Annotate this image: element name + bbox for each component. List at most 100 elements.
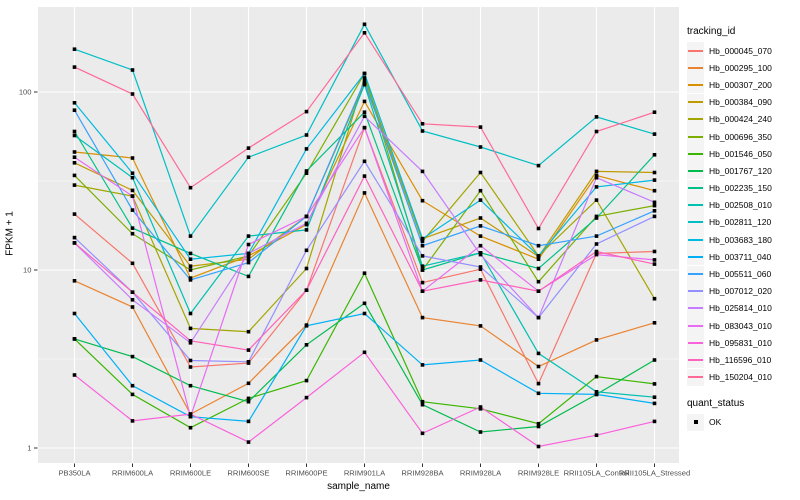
data-point — [188, 251, 193, 256]
data-point — [304, 133, 309, 137]
data-point — [594, 216, 599, 220]
legend-item-Hb_000424_240: Hb_000424_240 — [687, 110, 772, 128]
data-point — [130, 188, 135, 193]
data-point — [478, 145, 483, 149]
data-point — [652, 214, 657, 219]
data-point — [652, 132, 657, 136]
legend-item-Hb_095831_010: Hb_095831_010 — [687, 334, 772, 352]
legend-label: Hb_001767_120 — [709, 165, 772, 176]
data-point — [304, 169, 309, 173]
legend-key-swatch — [687, 145, 704, 163]
legend-item-Hb_116596_010: Hb_116596_010 — [687, 351, 772, 369]
data-point — [130, 298, 135, 302]
data-point — [478, 170, 483, 175]
data-point — [478, 430, 483, 434]
y-axis-title: FPKM + 1 — [4, 211, 16, 256]
legend-key-swatch — [687, 265, 704, 283]
data-point — [304, 221, 309, 226]
x-tick-label: RRIM600PE — [285, 469, 327, 478]
x-tick-label: RRIM928LA — [460, 469, 502, 478]
data-point — [304, 214, 309, 219]
data-point — [478, 252, 483, 257]
data-point — [188, 414, 193, 419]
legend-title-quant-status: quant_status — [687, 397, 745, 409]
data-point — [130, 171, 135, 175]
legend-item-Hb_000295_100: Hb_000295_100 — [687, 59, 772, 77]
legend-label: Hb_002235_150 — [709, 183, 772, 194]
legend-key-swatch — [687, 76, 704, 94]
legend-item-Hb_025814_010: Hb_025814_010 — [687, 299, 772, 317]
legend-item-Hb_002235_150: Hb_002235_150 — [687, 179, 772, 197]
legend-item-Hb_001767_120: Hb_001767_120 — [687, 162, 772, 180]
data-point — [652, 153, 657, 157]
data-point — [72, 173, 77, 178]
legend-items: Hb_000045_070 Hb_000295_100 Hb_000307_200 H… — [687, 42, 772, 386]
data-point — [594, 374, 599, 379]
legend-item-Hb_007012_020: Hb_007012_020 — [687, 282, 772, 300]
data-point — [362, 301, 367, 306]
data-point — [130, 261, 135, 266]
data-point — [594, 173, 599, 178]
legend-label: Hb_002811_120 — [709, 217, 772, 228]
data-point — [362, 159, 367, 164]
legend-item-Hb_001546_050: Hb_001546_050 — [687, 145, 772, 163]
data-point — [72, 337, 77, 341]
data-point — [246, 254, 251, 258]
legend-item-Hb_000307_200: Hb_000307_200 — [687, 76, 772, 94]
legend-key-swatch — [687, 59, 704, 77]
data-point — [478, 267, 483, 271]
x-tick-label: RRIM928BA — [401, 469, 444, 478]
data-point — [652, 188, 657, 193]
data-point — [594, 175, 599, 180]
data-point — [478, 234, 483, 238]
data-point — [420, 236, 425, 241]
legend-label: Hb_000307_200 — [709, 79, 772, 90]
data-point — [72, 47, 77, 51]
data-point — [478, 243, 483, 248]
data-point — [72, 373, 77, 377]
legend-key-swatch — [687, 368, 704, 386]
y-tick-label: 10 — [23, 266, 31, 275]
y-tick-label: 100 — [19, 88, 32, 97]
data-point — [420, 243, 425, 248]
data-point — [536, 243, 541, 248]
legend-item-Hb_150204_010: Hb_150204_010 — [687, 368, 772, 386]
data-point — [362, 311, 367, 316]
data-point — [594, 169, 599, 174]
legend-label: Hb_003711_040 — [709, 251, 772, 262]
data-point — [652, 382, 657, 386]
data-point — [304, 288, 309, 292]
legend-key-swatch — [687, 231, 704, 249]
data-point — [72, 133, 77, 138]
data-point — [420, 129, 425, 133]
data-point — [594, 249, 599, 254]
data-point — [420, 431, 425, 436]
data-point — [420, 363, 425, 367]
data-point — [246, 155, 251, 159]
data-point — [652, 110, 657, 114]
legend-key-swatch — [687, 248, 704, 266]
legend-item-Hb_000696_350: Hb_000696_350 — [687, 128, 772, 146]
data-point — [420, 289, 425, 293]
data-point — [72, 279, 77, 283]
quant-status-label: OK — [709, 417, 722, 428]
data-point — [420, 264, 425, 268]
data-point — [188, 339, 193, 343]
legend-label: Hb_007012_020 — [709, 286, 772, 297]
data-point — [420, 169, 425, 174]
data-point — [304, 343, 309, 347]
data-point — [536, 381, 541, 386]
data-point — [304, 147, 309, 151]
data-point — [188, 264, 193, 268]
data-point — [652, 203, 657, 208]
data-point — [594, 185, 599, 189]
legend-item-Hb_000045_070: Hb_000045_070 — [687, 42, 772, 60]
legend-label: Hb_003683_180 — [709, 234, 772, 245]
data-point — [246, 234, 251, 238]
data-point — [130, 194, 135, 198]
data-point — [652, 209, 657, 213]
data-point — [130, 231, 135, 236]
legend-label: Hb_000045_070 — [709, 45, 772, 56]
legend-item-Hb_003711_040: Hb_003711_040 — [687, 248, 772, 266]
